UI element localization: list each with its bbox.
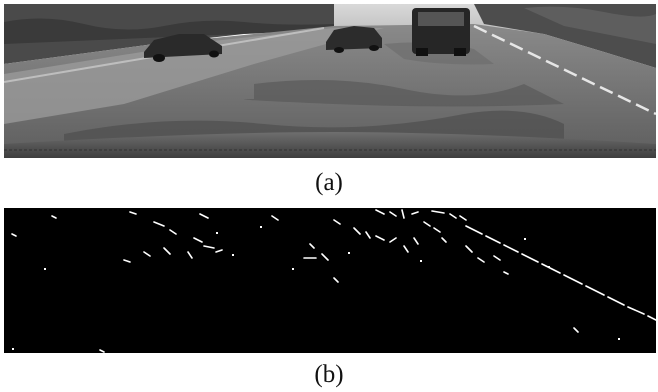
caption-a: (a) <box>315 169 343 196</box>
edge-dots <box>12 226 620 350</box>
edge-pixels <box>11 209 656 353</box>
car-left <box>144 34 222 62</box>
suv <box>412 8 470 56</box>
panel-b-edge-map <box>4 208 656 353</box>
lane-line-right <box>473 24 656 116</box>
panel-a-road-photo <box>4 4 656 158</box>
road-scene-image <box>4 4 656 158</box>
car-hood <box>4 132 656 158</box>
edge-detection-image <box>4 208 656 353</box>
caption-b: (b) <box>314 361 344 388</box>
car-middle <box>326 26 382 53</box>
